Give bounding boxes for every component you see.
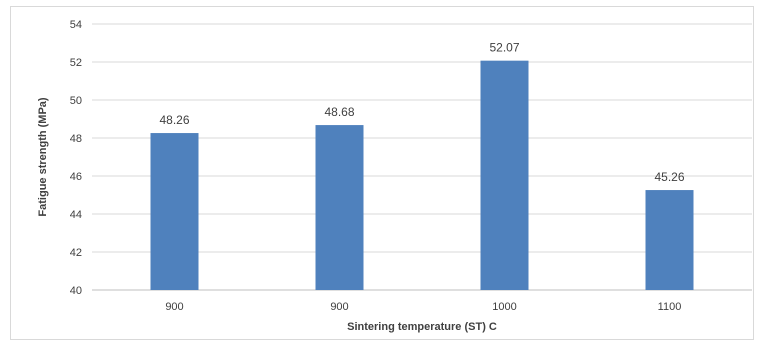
bar — [150, 133, 199, 290]
y-tick-label: 42 — [70, 247, 82, 259]
y-tick-label: 52 — [70, 57, 82, 69]
bar — [315, 125, 364, 290]
y-axis-ticks: 40 42 44 46 48 50 52 54 — [70, 19, 82, 297]
y-tick-label: 44 — [70, 209, 82, 221]
bar — [480, 60, 529, 290]
x-axis-ticks: 900 900 1000 1100 — [165, 301, 681, 313]
bar-data-label: 48.26 — [159, 113, 189, 127]
y-tick-label: 40 — [70, 285, 82, 297]
x-tick-label: 1100 — [658, 301, 682, 313]
y-tick-label: 46 — [70, 171, 82, 183]
gridlines — [92, 23, 752, 291]
y-tick-label: 48 — [70, 133, 82, 145]
bar-data-label: 48.68 — [324, 105, 354, 119]
y-tick-label: 50 — [70, 95, 82, 107]
y-tick-label: 54 — [70, 19, 82, 31]
x-axis-title: Sintering temperature (ST) C — [347, 321, 497, 333]
x-tick-label: 900 — [165, 301, 183, 313]
bars — [150, 60, 694, 290]
x-tick-label: 1000 — [492, 301, 516, 313]
bar-data-label: 52.07 — [489, 41, 519, 55]
bar — [645, 190, 694, 290]
y-axis-title: Fatigue strength (MPa) — [37, 97, 49, 217]
data-labels: 48.26 48.68 52.07 45.26 — [159, 41, 684, 184]
x-tick-label: 900 — [330, 301, 348, 313]
bar-data-label: 45.26 — [654, 170, 684, 184]
